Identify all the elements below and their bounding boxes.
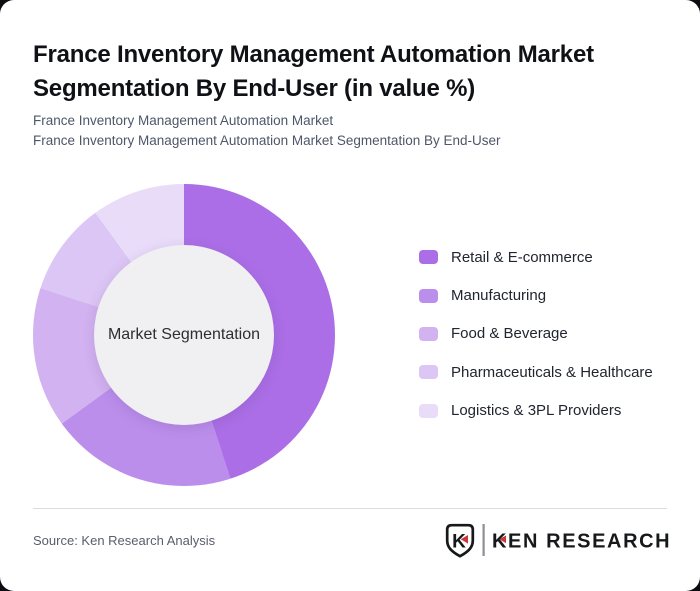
red-triangle-icon	[499, 535, 506, 544]
legend-row: Logistics & 3PL Providers	[419, 392, 653, 430]
chart-subtitle: France Inventory Management Automation M…	[33, 111, 673, 151]
source-text: Source: Ken Research Analysis	[33, 533, 216, 548]
subtitle-line-1: France Inventory Management Automation M…	[33, 113, 334, 128]
legend-swatch	[419, 250, 438, 265]
legend-swatch	[419, 326, 438, 341]
footer-divider	[33, 508, 667, 509]
subtitle-line-2: France Inventory Management Automation M…	[33, 133, 501, 148]
logo-brand-text: KEN RESEARCH	[492, 531, 670, 553]
legend-label: Logistics & 3PL Providers	[451, 402, 622, 420]
logo-divider	[482, 524, 485, 556]
shield-icon: K	[445, 523, 475, 558]
legend-label: Retail & E-commerce	[451, 248, 593, 266]
legend-row: Food & Beverage	[419, 315, 653, 353]
legend-label: Manufacturing	[451, 287, 547, 305]
legend-row: Retail & E-commerce	[419, 238, 653, 276]
ken-research-logo: K KEN RESEARCH	[445, 523, 670, 558]
chart-title: France Inventory Management Automation M…	[33, 41, 594, 103]
legend-row: Manufacturing	[419, 276, 653, 314]
legend-swatch	[419, 288, 438, 303]
donut-center-label: Market Segmentation	[107, 326, 261, 343]
legend-row: Pharmaceuticals & Healthcare	[419, 353, 653, 391]
legend-swatch	[419, 365, 438, 380]
donut-hole: Market Segmentation	[94, 245, 274, 425]
legend-label: Food & Beverage	[451, 325, 568, 343]
legend-swatch	[419, 403, 438, 418]
donut-chart: Market Segmentation	[33, 184, 335, 486]
red-triangle-icon	[460, 535, 468, 544]
svg-text:K: K	[452, 532, 466, 553]
legend-label: Pharmaceuticals & Healthcare	[451, 363, 653, 381]
legend: Retail & E-commerce Manufacturing Food &…	[419, 238, 653, 430]
